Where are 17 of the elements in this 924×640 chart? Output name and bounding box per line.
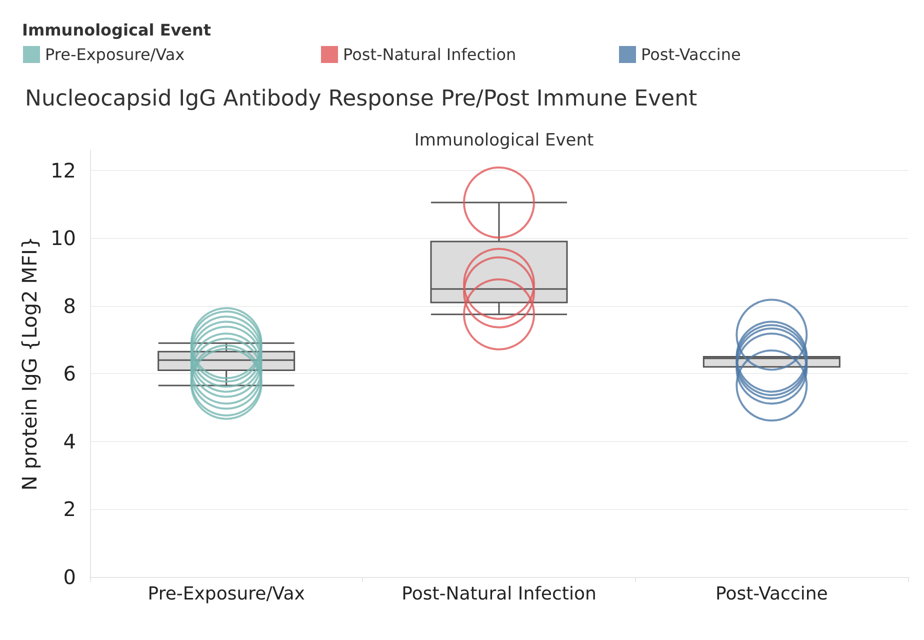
y-tick-label: 12 <box>50 158 76 182</box>
y-tick-label: 2 <box>63 497 76 522</box>
y-tick-label: 0 <box>63 565 76 589</box>
y-tick-label: 10 <box>50 226 76 250</box>
x-tick-label: Post-Vaccine <box>716 584 828 604</box>
y-tick-label: 4 <box>63 429 76 454</box>
y-tick-label: 6 <box>63 362 76 386</box>
y-axis-title: N protein IgG {Log2 MFI} <box>18 236 42 491</box>
x-tick-label: Post-Natural Infection <box>402 584 596 604</box>
legend-label: Post-Natural Infection <box>343 45 516 64</box>
legend-label: Post-Vaccine <box>641 45 741 64</box>
legend-title: Immunological Event <box>22 20 212 40</box>
x-axis-title: Immunological Event <box>414 130 594 150</box>
chart-title: Nucleocapsid IgG Antibody Response Pre/Post Immune Event <box>25 86 698 112</box>
y-tick-label: 8 <box>63 294 76 318</box>
x-tick-label: Pre-Exposure/Vax <box>148 584 306 604</box>
legend-label: Pre-Exposure/Vax <box>45 45 185 64</box>
